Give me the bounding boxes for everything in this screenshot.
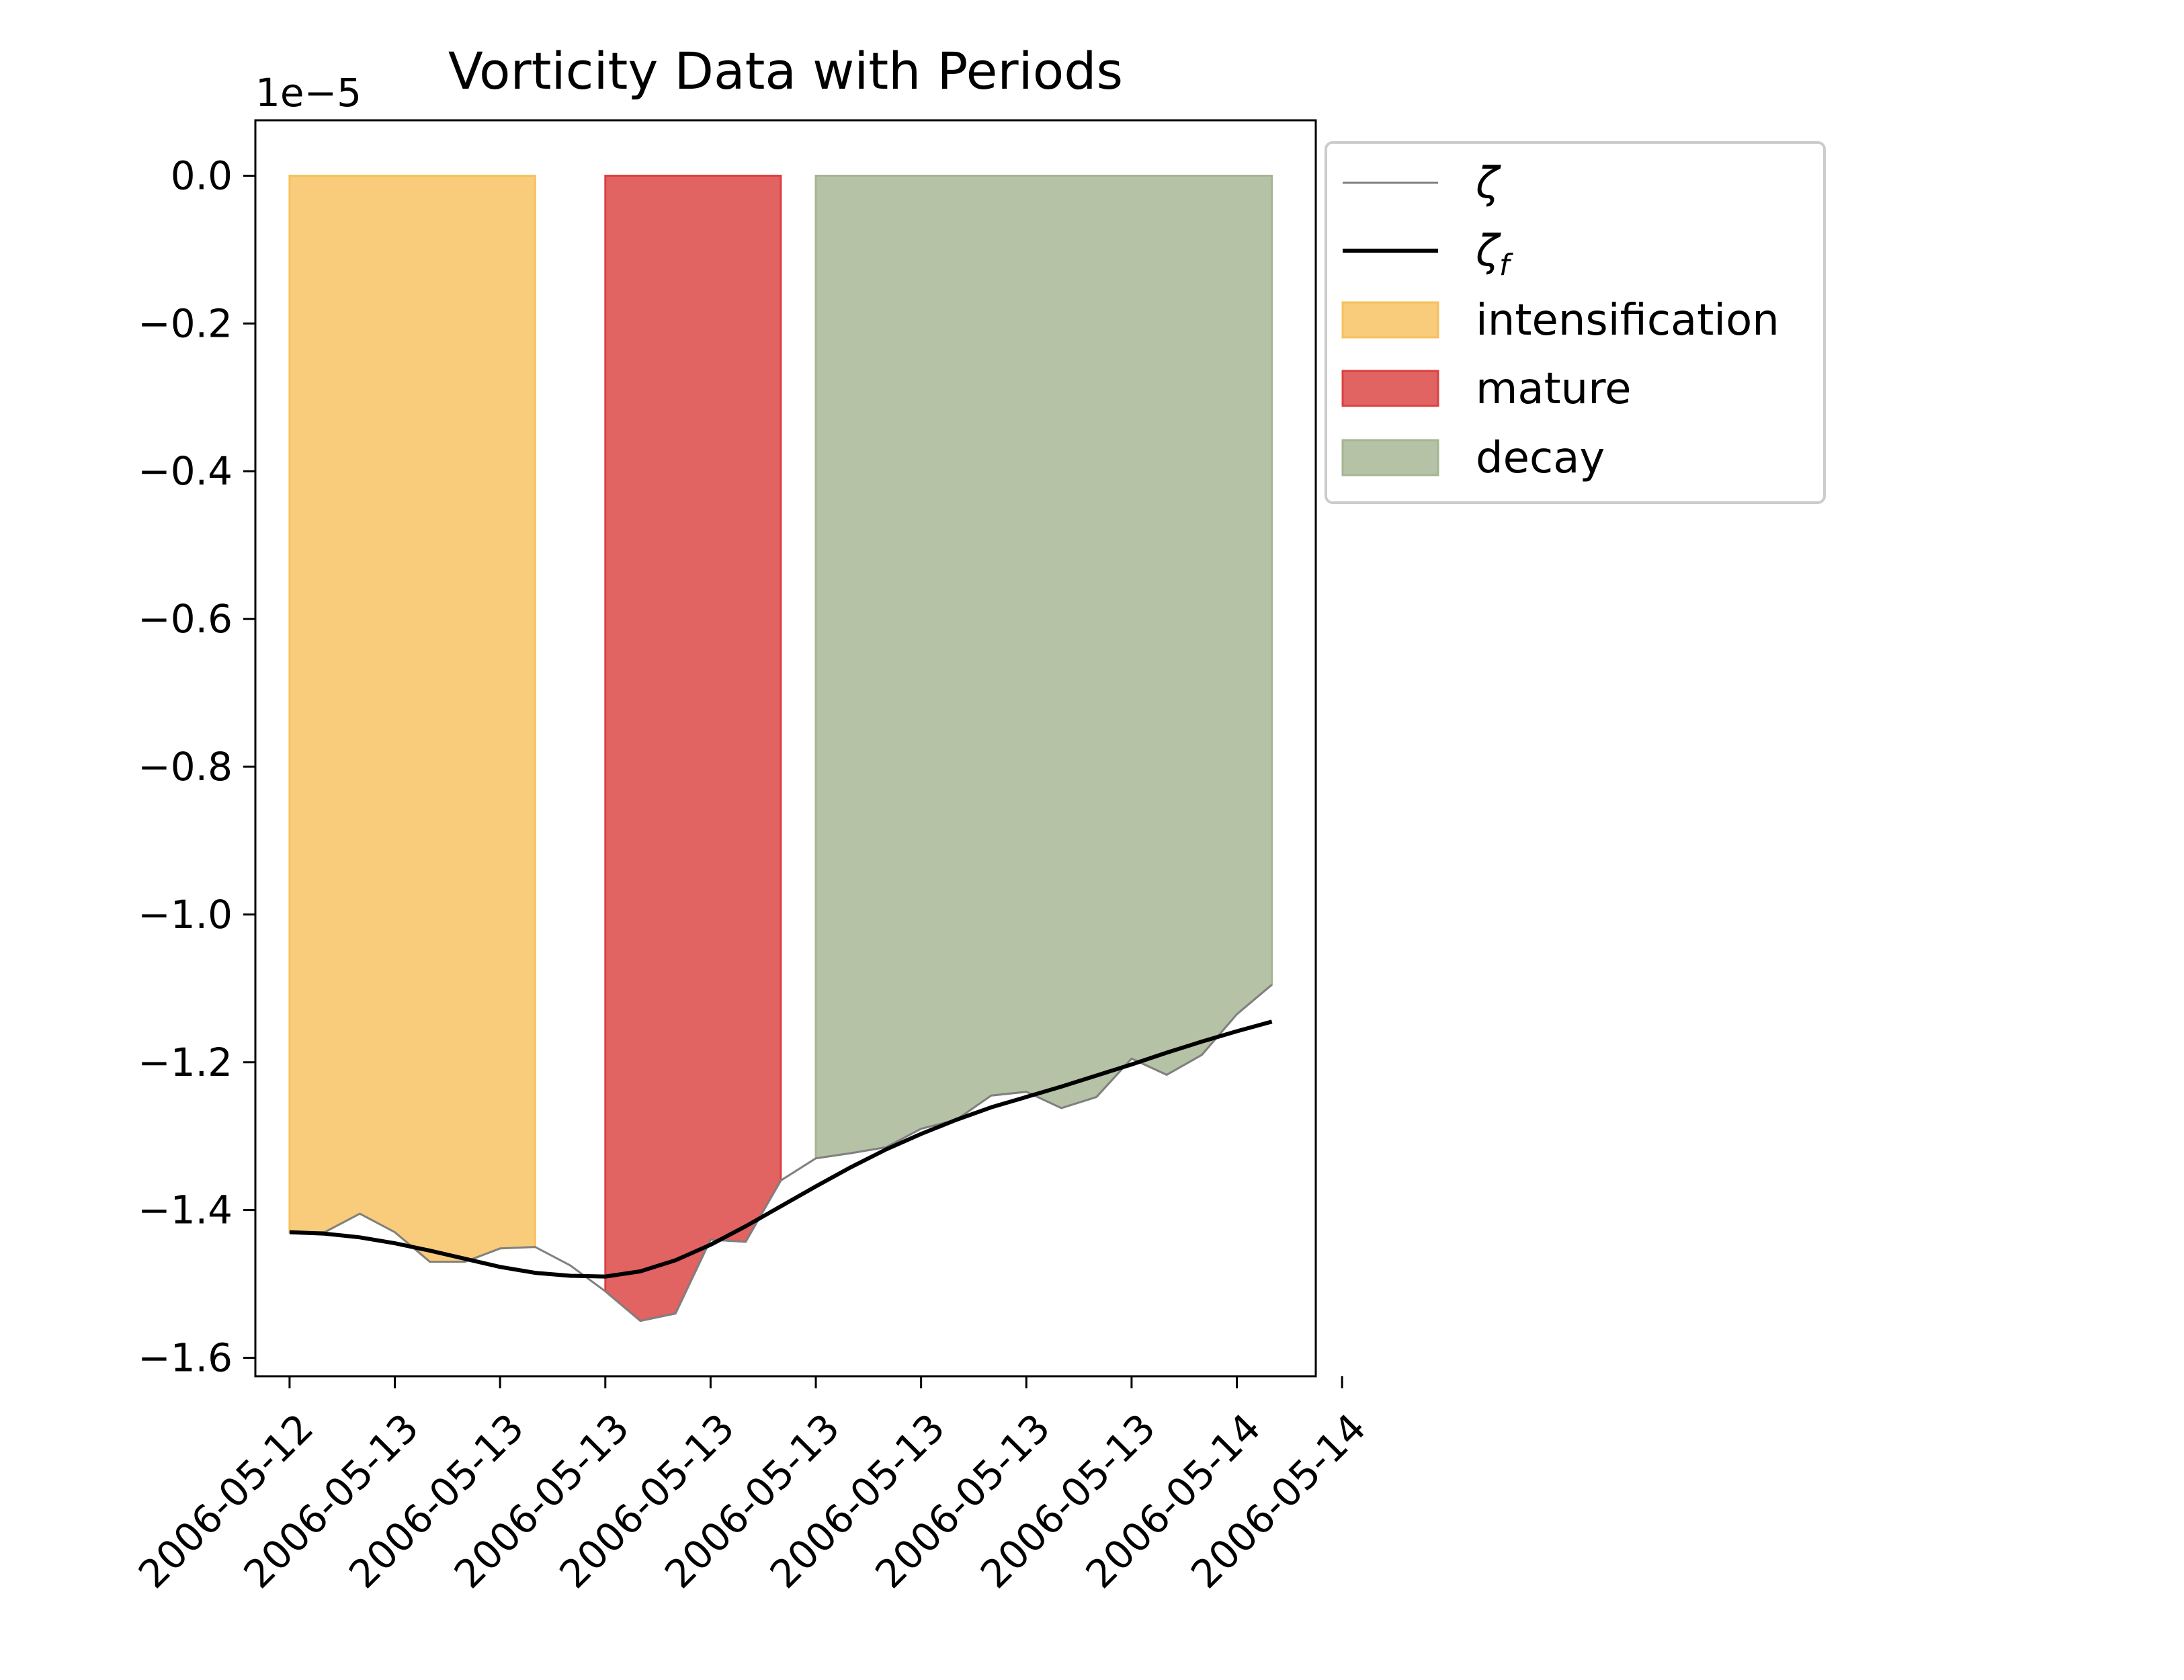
legend-key-intensification bbox=[1341, 301, 1439, 339]
y-tick-label: −0.6 bbox=[138, 596, 233, 642]
legend-label-intensification: intensification bbox=[1476, 296, 1779, 345]
y-tick-label: −0.2 bbox=[138, 300, 233, 346]
legend-label-decay: decay bbox=[1476, 433, 1605, 483]
y-tick-label: −0.4 bbox=[138, 448, 233, 494]
y-offset-label: 1e−5 bbox=[255, 70, 362, 116]
legend-label-mature: mature bbox=[1476, 364, 1632, 414]
series-line-zeta-filtered bbox=[289, 1019, 1273, 1279]
legend-key-mature bbox=[1341, 370, 1439, 407]
period-band-intensification bbox=[288, 175, 536, 1263]
x-axis: 2006-05-122006-05-132006-05-132006-05-13… bbox=[130, 1376, 1375, 1597]
y-tick-label: −1.2 bbox=[138, 1040, 233, 1085]
y-tick-label: −0.8 bbox=[138, 744, 233, 790]
period-band-decay bbox=[814, 175, 1273, 1160]
y-tick-label: −1.6 bbox=[138, 1335, 233, 1381]
y-tick-label: 0.0 bbox=[171, 153, 233, 198]
chart-title: Vorticity Data with Periods bbox=[448, 41, 1123, 101]
y-axis: 0.0 −0.2 −0.4 −0.6 −0.8 −1.0 −1.2 −1.4 −1.6 bbox=[138, 153, 255, 1381]
plot-area-frame bbox=[254, 119, 1317, 1378]
y-tick-label: −1.4 bbox=[138, 1187, 233, 1233]
series-line-zeta bbox=[289, 984, 1273, 1322]
period-bands bbox=[288, 175, 1273, 1322]
legend-box bbox=[1325, 141, 1826, 504]
legend-key-decay bbox=[1341, 439, 1439, 476]
legend-label-zeta: ζ bbox=[1475, 159, 1501, 208]
data-series bbox=[289, 984, 1273, 1322]
period-band-mature bbox=[604, 175, 782, 1322]
y-tick-label: −1.0 bbox=[138, 892, 233, 937]
